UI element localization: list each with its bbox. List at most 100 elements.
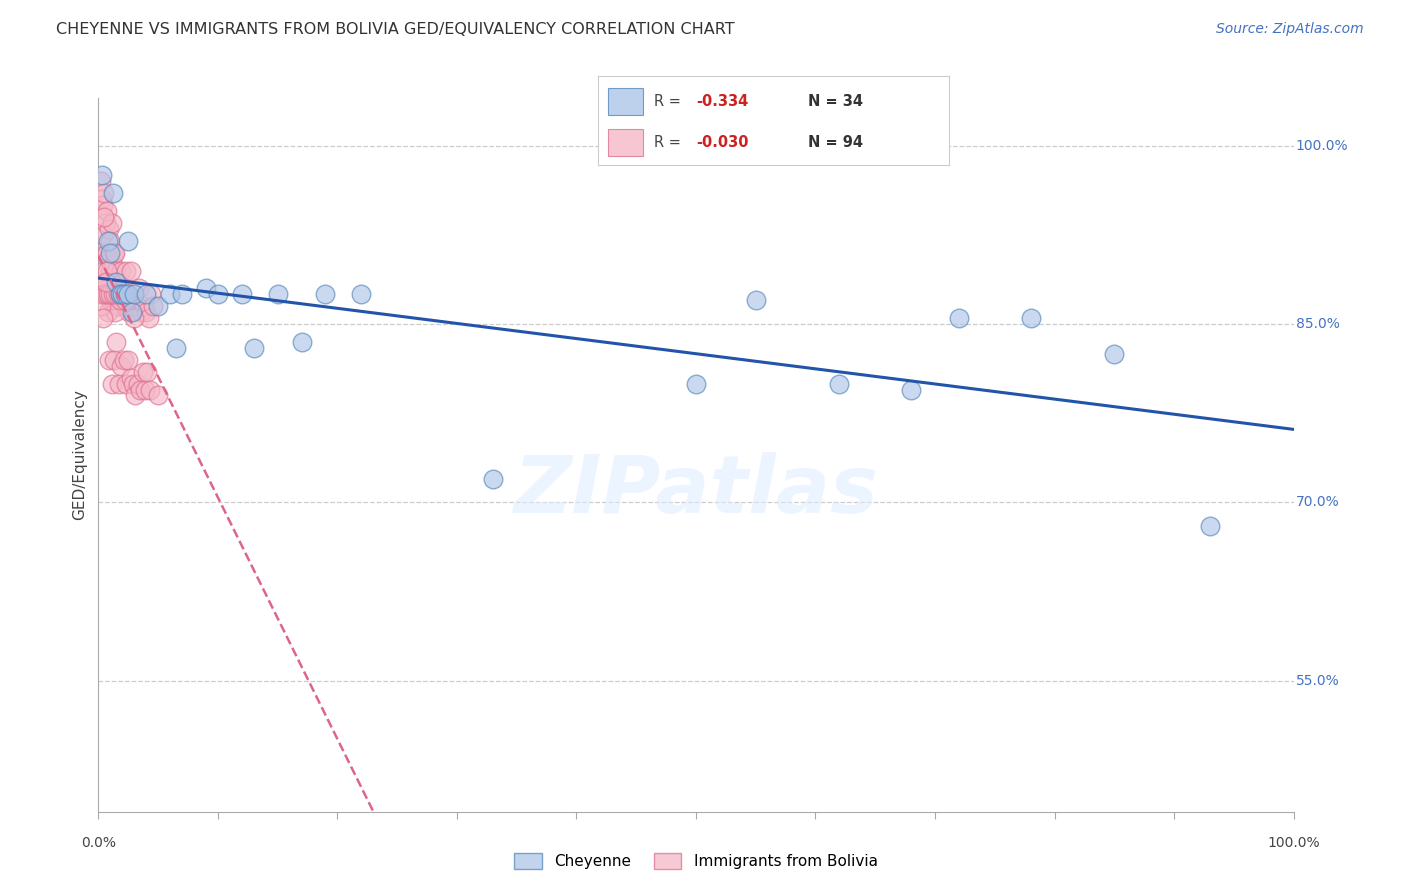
Point <box>96 204 118 219</box>
Point <box>91 169 114 183</box>
Point <box>948 311 970 326</box>
Point <box>97 287 120 301</box>
Text: CHEYENNE VS IMMIGRANTS FROM BOLIVIA GED/EQUIVALENCY CORRELATION CHART: CHEYENNE VS IMMIGRANTS FROM BOLIVIA GED/… <box>56 22 735 37</box>
Point <box>142 299 165 313</box>
Point <box>111 287 134 301</box>
Point <box>112 281 135 295</box>
Text: -0.030: -0.030 <box>696 136 748 150</box>
Point <box>105 263 128 277</box>
Point <box>98 352 121 367</box>
Text: 0.0%: 0.0% <box>82 836 115 849</box>
Point <box>117 234 139 248</box>
Point <box>131 365 153 379</box>
Point <box>112 352 135 367</box>
Point <box>100 287 122 301</box>
Point <box>231 287 253 301</box>
Point <box>91 198 114 212</box>
Point <box>104 305 127 319</box>
Y-axis label: GED/Equivalency: GED/Equivalency <box>72 390 87 520</box>
Point <box>1019 311 1042 326</box>
Point <box>93 210 115 224</box>
Point <box>94 276 117 290</box>
Point <box>101 293 124 308</box>
Text: R =: R = <box>654 136 681 150</box>
Point <box>125 293 148 308</box>
Point <box>100 376 122 391</box>
Point <box>685 376 707 391</box>
Point <box>101 258 124 272</box>
Point <box>121 299 143 313</box>
Point <box>1102 347 1125 361</box>
Point <box>97 252 120 266</box>
Point <box>107 299 129 313</box>
Point <box>315 287 337 301</box>
Point <box>124 287 146 301</box>
Point <box>172 287 194 301</box>
Point <box>117 287 139 301</box>
Point <box>90 174 112 188</box>
Point <box>94 216 117 230</box>
Text: 100.0%: 100.0% <box>1296 138 1348 153</box>
Point <box>90 299 112 313</box>
Point <box>98 222 121 236</box>
Point <box>290 334 312 349</box>
Point <box>118 305 141 319</box>
Text: 85.0%: 85.0% <box>1296 317 1340 331</box>
Point <box>94 287 117 301</box>
Point <box>108 287 131 301</box>
Point <box>111 287 134 301</box>
Point <box>159 287 181 301</box>
Point <box>91 287 114 301</box>
Point <box>98 287 122 301</box>
Point <box>104 245 127 260</box>
Point <box>101 287 124 301</box>
Point <box>828 376 851 391</box>
Text: -0.334: -0.334 <box>696 95 748 109</box>
Point <box>105 287 128 301</box>
Point <box>91 192 114 206</box>
Point <box>91 287 114 301</box>
Point <box>98 293 122 308</box>
Point <box>97 287 120 301</box>
Point <box>124 388 146 402</box>
Point <box>100 216 122 230</box>
Point <box>96 263 118 277</box>
Point <box>120 370 142 384</box>
Point <box>129 383 152 397</box>
Point <box>111 287 134 301</box>
Bar <box>607 129 643 156</box>
Text: Source: ZipAtlas.com: Source: ZipAtlas.com <box>1216 22 1364 37</box>
Point <box>103 352 125 367</box>
Point <box>135 287 157 301</box>
Point <box>267 287 290 301</box>
Point <box>110 263 132 277</box>
Text: N = 94: N = 94 <box>808 136 863 150</box>
Text: 70.0%: 70.0% <box>1296 495 1340 509</box>
Point <box>124 311 146 326</box>
Point <box>194 281 217 295</box>
Point <box>108 287 131 301</box>
Point <box>94 245 117 260</box>
Point <box>127 376 149 391</box>
Point <box>93 186 115 201</box>
Point <box>101 287 124 301</box>
Point <box>745 293 768 308</box>
Point <box>121 305 143 319</box>
Bar <box>607 88 643 115</box>
Text: ZIPatlas: ZIPatlas <box>513 451 879 530</box>
Point <box>207 287 229 301</box>
Point <box>91 227 114 242</box>
Point <box>111 287 134 301</box>
Point <box>108 281 131 295</box>
Point <box>98 263 122 277</box>
Point <box>105 276 128 290</box>
Point <box>107 376 129 391</box>
Point <box>139 383 162 397</box>
Point <box>350 287 373 301</box>
Point <box>115 263 138 277</box>
Point <box>134 383 156 397</box>
Point <box>93 263 115 277</box>
Point <box>104 287 127 301</box>
Point <box>117 293 139 308</box>
Point <box>148 388 170 402</box>
